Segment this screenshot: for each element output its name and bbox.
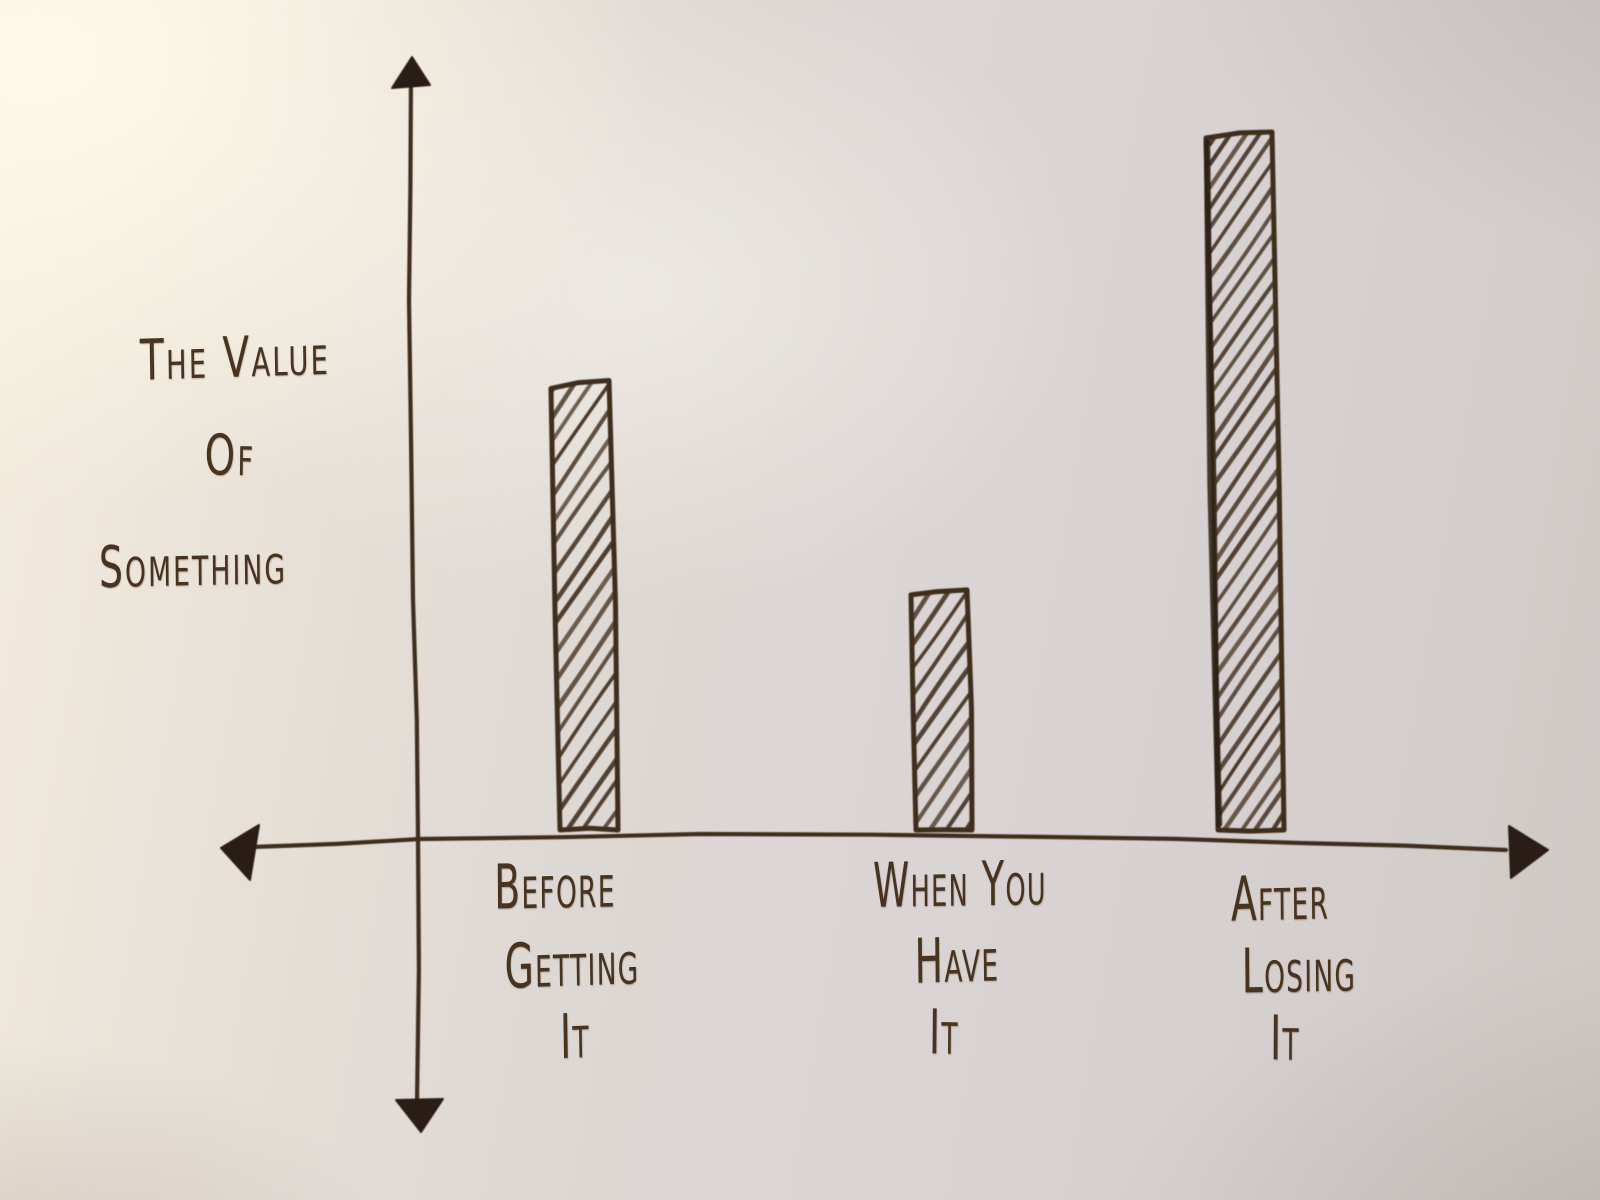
hatch-line: [911, 589, 972, 629]
hatch-line: [551, 380, 618, 444]
category-label-before-getting-it: Before Getting It: [420, 850, 720, 1084]
hatch-line: [551, 380, 618, 468]
category-label-line: When You: [872, 848, 1048, 922]
hatch-line: [1207, 132, 1284, 230]
hatch-line: [911, 592, 972, 704]
hatch-line: [551, 548, 618, 661]
hatch-line: [1208, 181, 1284, 306]
x-axis: [249, 831, 1509, 853]
hatch-line: [1208, 255, 1284, 375]
hatch-line: [1207, 132, 1284, 147]
hatch-line: [911, 753, 972, 830]
hatch-line: [1207, 132, 1284, 190]
y-axis: [406, 69, 421, 1105]
hatch-line: [911, 589, 972, 600]
hatch-line: [1208, 132, 1284, 255]
hatch-line: [911, 589, 972, 676]
hatch-line: [1208, 206, 1284, 326]
hatch-line: [1208, 277, 1284, 397]
hatch-line: [551, 602, 618, 718]
x-axis-left-arrowhead: [220, 824, 260, 881]
y-axis-label-line-1: The Value: [139, 321, 331, 394]
bar-outline: [548, 378, 621, 833]
category-label-line: Losing: [1241, 934, 1357, 1008]
hatch-line: [551, 380, 618, 421]
hatch-line: [911, 589, 972, 654]
y-axis-top-arrowhead: [391, 56, 431, 89]
category-label-line: Have: [914, 924, 1000, 998]
bar-after-losing-it: [1203, 129, 1287, 834]
hatch-line: [1207, 132, 1284, 210]
hatch-line: [1207, 155, 1284, 280]
hatch-line: [1207, 132, 1284, 167]
bar-outline: [908, 587, 975, 833]
bar-when-you-have-it: [908, 587, 975, 833]
bar-before-getting-it: [548, 378, 621, 833]
category-label-line: It: [928, 997, 960, 1069]
y-axis-bottom-arrowhead: [395, 1098, 444, 1133]
bar-left-edge-reinforce: [1203, 138, 1223, 828]
hatch-line: [551, 380, 618, 394]
category-label-line: Before: [494, 850, 616, 924]
hatch-line: [1208, 231, 1284, 352]
category-label-line: It: [1269, 1003, 1301, 1075]
y-axis-label-line-3: Something: [98, 530, 288, 601]
y-axis-label-line-2: Of: [204, 422, 256, 489]
category-label-line: After: [1230, 862, 1330, 936]
x-axis-right-arrowhead: [1508, 825, 1549, 879]
category-label-line: Getting: [504, 927, 640, 1003]
category-label-line: It: [559, 1000, 591, 1074]
category-label-when-you-have-it: When You Have It: [800, 848, 1100, 1082]
y-axis-label: The Value Of Something: [60, 322, 410, 626]
category-label-after-losing-it: After Losing It: [1140, 862, 1440, 1096]
